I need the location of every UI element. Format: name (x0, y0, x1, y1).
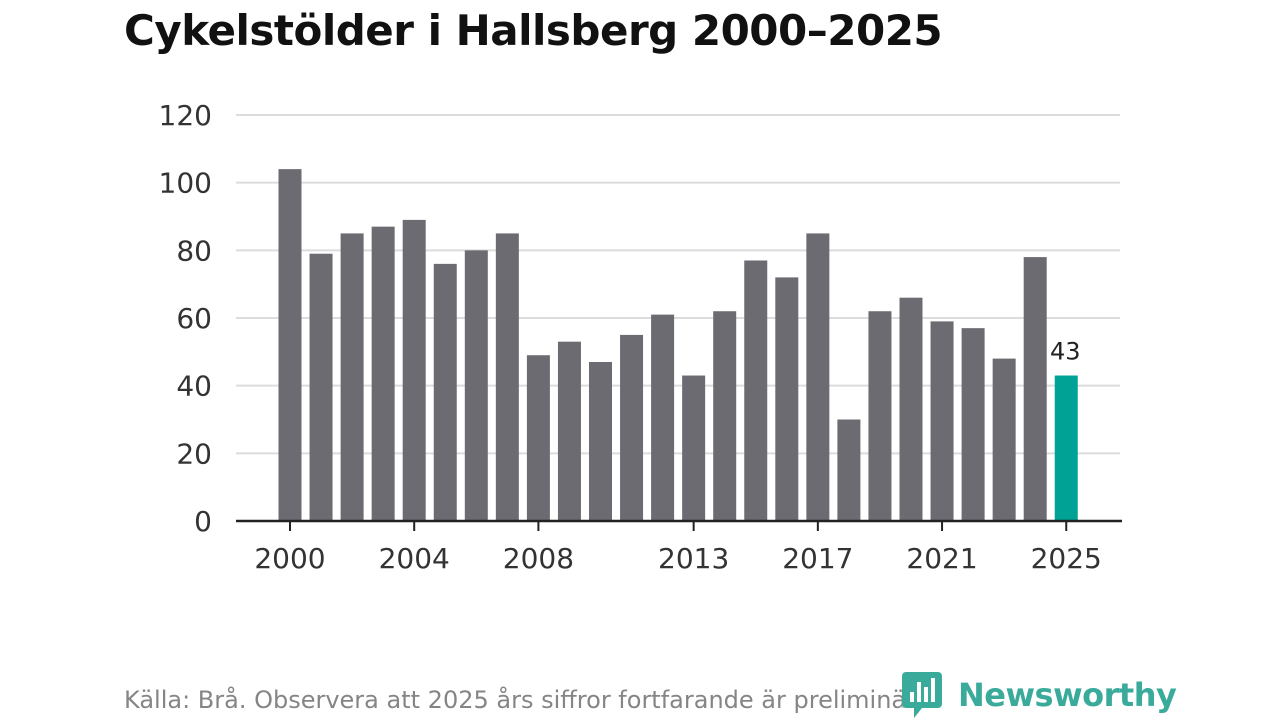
bar-2023 (992, 358, 1016, 521)
y-tick-label: 0 (194, 505, 212, 538)
y-tick-label: 120 (159, 99, 212, 132)
bar-2017 (806, 233, 830, 521)
source-note: Källa: Brå. Observera att 2025 års siffr… (124, 686, 939, 714)
bar-2008 (526, 355, 550, 521)
bar-2001 (309, 253, 333, 521)
bar-2004 (402, 219, 426, 521)
y-tick-label: 40 (176, 370, 212, 403)
bar-2011 (620, 334, 644, 521)
x-tick-label: 2013 (658, 542, 729, 575)
newsworthy-chart-icon (902, 672, 942, 718)
bar-2000 (278, 169, 302, 521)
bar-2005 (433, 263, 457, 521)
bar-2007 (495, 233, 519, 521)
newsworthy-logo: Newsworthy (902, 672, 1177, 718)
bar-2003 (371, 226, 395, 521)
bar-2025 (1054, 375, 1078, 521)
bar-2006 (464, 250, 488, 522)
bar-2020 (899, 297, 923, 521)
bar-2016 (775, 277, 799, 521)
x-tick-label: 2000 (254, 542, 325, 575)
bar-2013 (682, 375, 706, 521)
chart-title: Cykelstölder i Hallsberg 2000–2025 (124, 6, 943, 55)
y-tick-label: 100 (159, 167, 212, 200)
y-tick-label: 60 (176, 302, 212, 335)
bar-2018 (837, 419, 861, 521)
x-tick-label: 2008 (503, 542, 574, 575)
axes (236, 519, 1122, 531)
bar-2012 (651, 314, 675, 521)
bar-2022 (961, 328, 985, 521)
data-label-2025: 43 (1050, 338, 1081, 366)
bar-chart: 0 20 40 60 80 100 120 2000 2004 2008 2013 2017 2021 2… (159, 99, 1122, 575)
bars (278, 169, 1078, 522)
x-tick-label: 2021 (906, 542, 977, 575)
bar-2002 (340, 233, 364, 521)
bar-2021 (930, 321, 954, 521)
x-tick-label: 2004 (379, 542, 450, 575)
logo-text: Newsworthy (958, 676, 1177, 714)
x-tick-label: 2025 (1031, 542, 1102, 575)
bar-2014 (713, 311, 737, 521)
grid-lines (236, 114, 1120, 455)
bar-2015 (744, 260, 768, 521)
y-tick-label: 20 (176, 437, 212, 470)
bar-2019 (868, 311, 892, 521)
labels: 0 20 40 60 80 100 120 2000 2004 2008 2013 2017 2021 2… (159, 99, 1102, 575)
x-tick-label: 2017 (782, 542, 853, 575)
bar-2009 (557, 341, 581, 521)
y-tick-label: 80 (176, 234, 212, 267)
bar-2010 (589, 361, 612, 521)
bar-2024 (1023, 257, 1047, 521)
